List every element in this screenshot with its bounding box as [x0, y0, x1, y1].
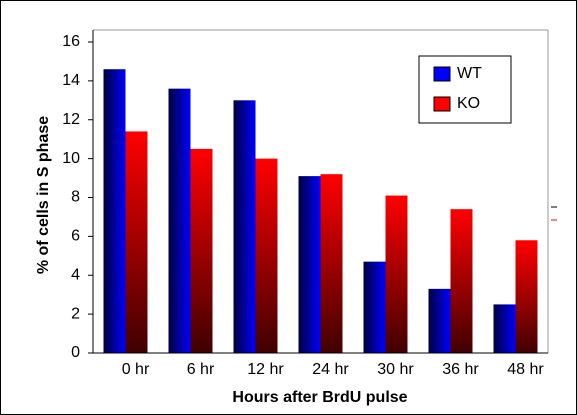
x-tick-label: 6 hr: [187, 361, 215, 378]
x-tick-label: 30 hr: [377, 361, 414, 378]
bar: [428, 288, 451, 353]
legend-label: KO: [457, 95, 480, 112]
y-tick-label: 10: [62, 150, 80, 167]
y-tick-label: 0: [71, 344, 80, 361]
bar: [320, 174, 343, 353]
y-tick-label: 8: [71, 189, 80, 206]
x-tick-label: 48 hr: [507, 361, 544, 378]
bar: [450, 209, 473, 353]
bar: [493, 304, 516, 353]
x-tick-label: 12 hr: [247, 361, 284, 378]
y-tick-label: 12: [62, 111, 80, 128]
y-tick-label: 4: [71, 266, 80, 283]
bar: [190, 148, 213, 353]
x-axis-title: Hours after BrdU pulse: [232, 389, 407, 406]
bar: [168, 88, 191, 354]
y-tick-label: 14: [62, 72, 80, 89]
bar: [385, 195, 408, 353]
x-tick-label: 24 hr: [312, 361, 349, 378]
bar: [298, 176, 321, 353]
y-tick-label: 2: [71, 305, 80, 322]
bar: [125, 131, 148, 353]
y-axis-title: % of cells in S phase: [35, 116, 52, 274]
bar: [255, 158, 278, 353]
legend-label: WT: [457, 65, 482, 82]
y-tick-label: 16: [62, 33, 80, 50]
x-tick-label: 36 hr: [442, 361, 479, 378]
bar: [103, 69, 126, 354]
y-tick-label: 6: [71, 228, 80, 245]
x-tick-label: 0 hr: [122, 361, 150, 378]
legend-swatch: [433, 96, 451, 112]
bar: [515, 240, 538, 353]
bar: [363, 261, 386, 353]
legend-swatch: [433, 66, 451, 82]
bar: [233, 100, 256, 353]
